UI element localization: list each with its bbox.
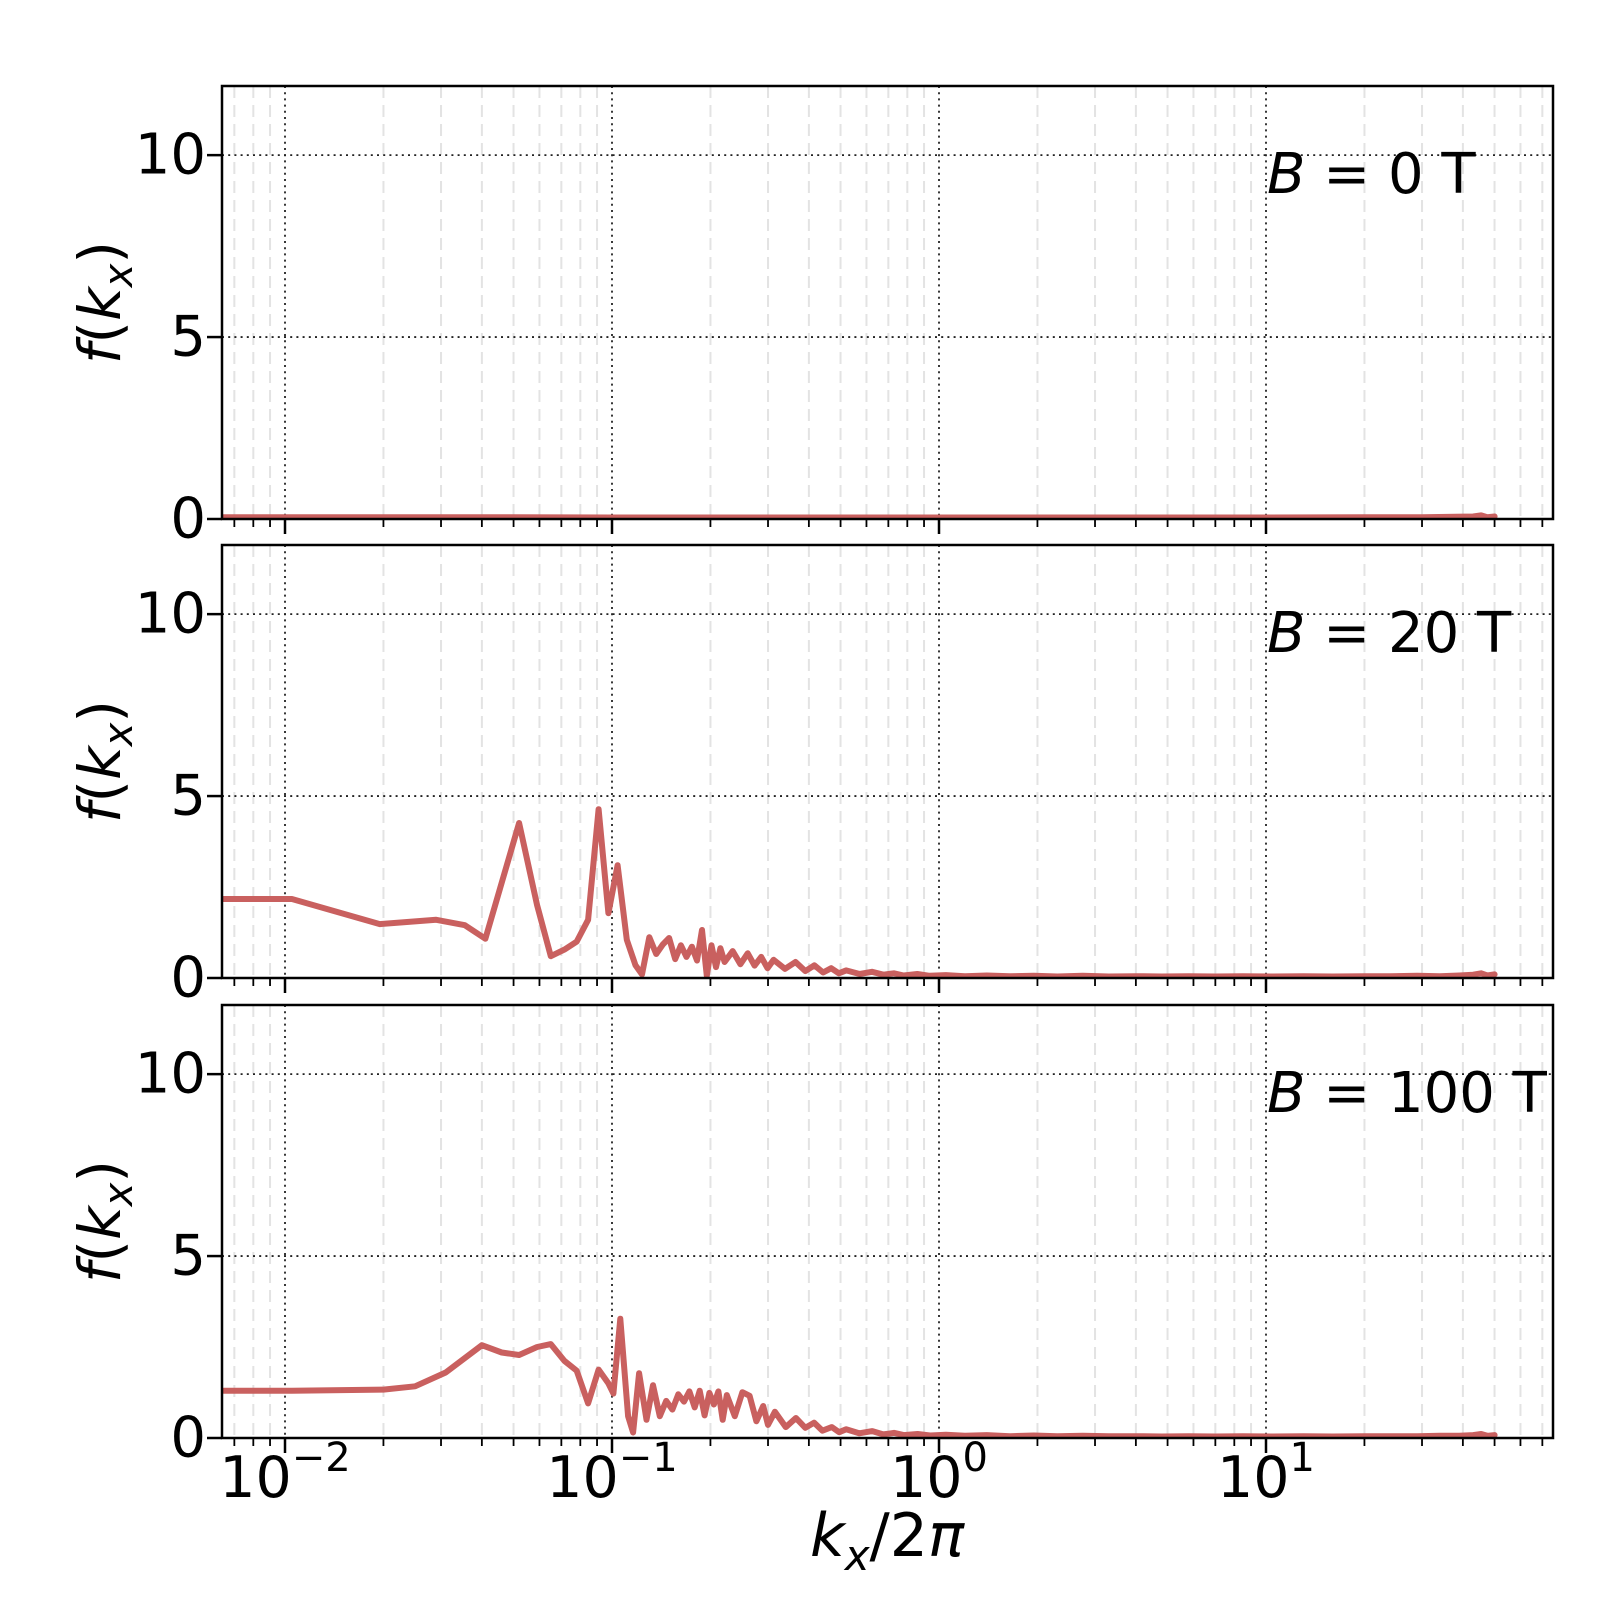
- y-tick-label: 10: [135, 582, 206, 647]
- y-axis-label: f(kx): [66, 241, 142, 364]
- y-axis-label-part: x: [96, 1182, 142, 1208]
- panel-label: B = 0 T: [1267, 142, 1476, 207]
- panel-1: 0 5 10 B = 20 T f(kx): [66, 543, 1555, 1011]
- y-ticks: [207, 153, 222, 521]
- panel-label: B = 100 T: [1267, 1061, 1548, 1126]
- x-tick-label: 10−2: [219, 1435, 351, 1511]
- x-tick-label: 10−1: [546, 1435, 678, 1511]
- y-tick-label: 0: [170, 1406, 206, 1471]
- panel-label-var: B: [1267, 142, 1305, 207]
- x-tick-base: 10: [890, 1445, 963, 1511]
- x-tick-exponent: 1: [1290, 1435, 1315, 1481]
- grid-minor: [233, 545, 1544, 978]
- panel-label-var: B: [1267, 1061, 1305, 1126]
- y-tick-label: 0: [170, 487, 206, 552]
- x-tick-label: 101: [1217, 1435, 1315, 1511]
- x-tick-exponent: 0: [963, 1435, 988, 1481]
- panel-0: 0 5 10 B = 0 T f(kx): [66, 84, 1555, 552]
- grid-major: [222, 86, 1553, 519]
- y-axis-label-part: ): [66, 1160, 134, 1183]
- panel-label-value: = 0 T: [1305, 142, 1476, 207]
- x-axis-label-part: π: [928, 1501, 965, 1571]
- y-axis-label-part: ): [66, 700, 134, 723]
- y-axis-label-part: k: [66, 1204, 134, 1240]
- y-tick-label: 0: [170, 946, 206, 1011]
- y-ticks: [207, 1072, 222, 1440]
- grid-minor: [233, 86, 1544, 519]
- x-ticks: [233, 519, 1544, 534]
- x-axis-label: kx/2π: [810, 1501, 965, 1580]
- x-axis-label-part: x: [843, 1531, 871, 1580]
- panel-label-var: B: [1267, 601, 1305, 666]
- y-axis-label-part: k: [66, 285, 134, 321]
- x-tick-label: 100: [890, 1435, 988, 1511]
- x-ticks: [233, 1438, 1544, 1453]
- y-axis-label: f(kx): [66, 700, 142, 823]
- panel-2: 0 5 10 B = 100 T f(kx): [66, 1003, 1555, 1471]
- y-axis-label-part: x: [96, 722, 142, 748]
- series-line: [222, 806, 1498, 978]
- x-tick-exponent: −1: [619, 1435, 678, 1481]
- y-tick-label: 5: [170, 764, 206, 829]
- y-tick-label: 10: [135, 123, 206, 188]
- grid-minor: [233, 1005, 1544, 1438]
- y-tick-label: 10: [135, 1042, 206, 1107]
- x-tick-base: 10: [546, 1445, 619, 1511]
- y-ticks: [207, 612, 222, 980]
- grid-major: [222, 1005, 1553, 1438]
- panel-label-value: = 20 T: [1305, 601, 1512, 666]
- x-axis-label-part: /2: [870, 1501, 928, 1571]
- y-axis-label-part: (: [66, 1240, 134, 1263]
- panel-label-value: = 100 T: [1305, 1061, 1547, 1126]
- x-ticks: [233, 978, 1544, 993]
- y-axis-label-part: (: [66, 321, 134, 344]
- x-tick-exponent: −2: [292, 1435, 351, 1481]
- y-axis-label-part: k: [66, 744, 134, 780]
- y-tick-label: 5: [170, 1224, 206, 1289]
- y-axis-label-part: (: [66, 780, 134, 803]
- x-tick-base: 10: [219, 1445, 292, 1511]
- y-axis-label-part: ): [66, 241, 134, 264]
- y-axis-label: f(kx): [66, 1160, 142, 1283]
- series-line: [222, 512, 1498, 519]
- panel-label: B = 20 T: [1267, 601, 1512, 666]
- y-axis-label-part: x: [96, 263, 142, 289]
- y-tick-label: 5: [170, 305, 206, 370]
- x-tick-base: 10: [1217, 1445, 1290, 1511]
- x-axis-label-part: k: [810, 1501, 847, 1571]
- series-line: [222, 1315, 1498, 1438]
